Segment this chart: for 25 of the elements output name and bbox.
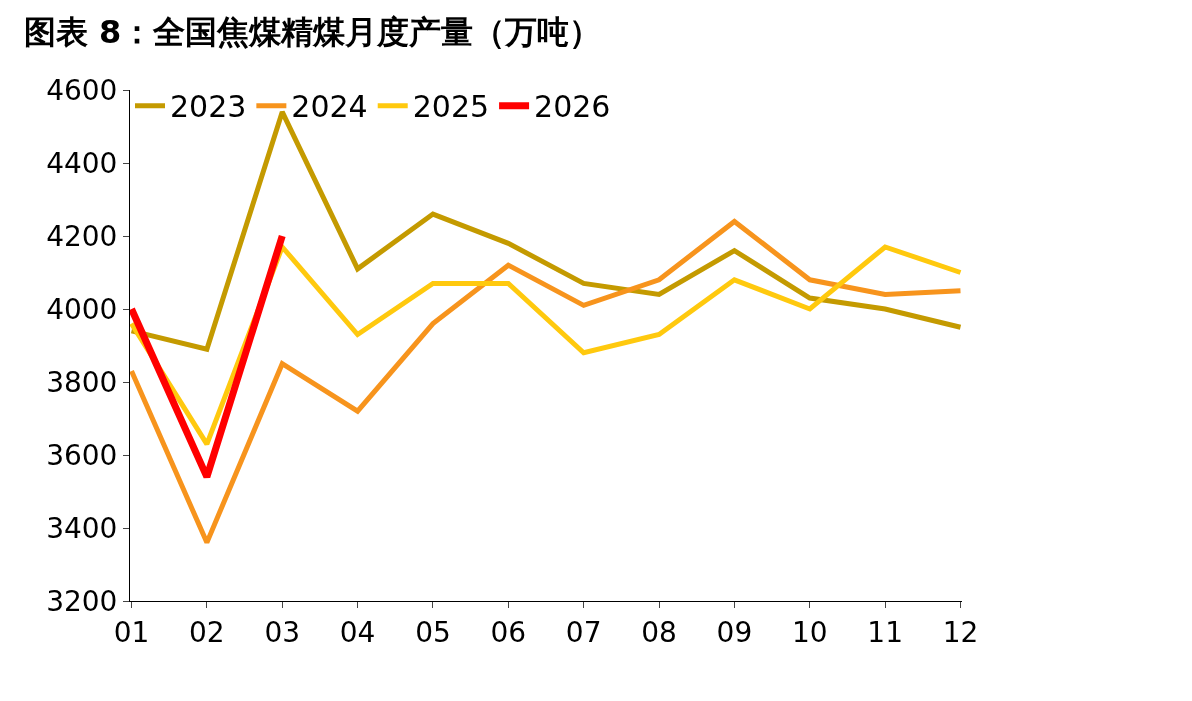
legend-label: 2024	[291, 89, 368, 125]
legend-label: 2025	[412, 89, 490, 125]
chart-title: 图表 8：全国焦煤精煤月度产量（万吨）	[23, 13, 602, 52]
x-tick-label: 08	[641, 615, 677, 649]
legend-label: 2026	[534, 89, 611, 125]
y-tick-label: 4400	[46, 146, 118, 180]
y-tick-label: 3600	[46, 438, 118, 472]
x-tick-label: 10	[791, 615, 828, 649]
y-tick-label: 4200	[46, 219, 118, 253]
x-tick-label: 01	[113, 615, 150, 649]
x-tick-label: 04	[339, 615, 376, 649]
y-tick-label: 3400	[46, 511, 118, 545]
y-tick-label: 3800	[46, 365, 118, 399]
x-tick-label: 03	[264, 615, 301, 649]
legend-label: 2023	[170, 89, 247, 125]
x-tick-label: 05	[415, 615, 451, 649]
x-tick-label: 07	[565, 615, 602, 649]
x-tick-label: 06	[490, 615, 527, 649]
x-tick-label: 11	[867, 615, 903, 649]
x-tick-label: 09	[716, 615, 753, 649]
y-tick-label: 3200	[46, 584, 118, 618]
x-tick-label: 12	[942, 615, 979, 649]
x-tick-label: 02	[189, 615, 225, 649]
y-tick-label: 4600	[46, 73, 118, 107]
y-tick-label: 4000	[46, 292, 118, 326]
